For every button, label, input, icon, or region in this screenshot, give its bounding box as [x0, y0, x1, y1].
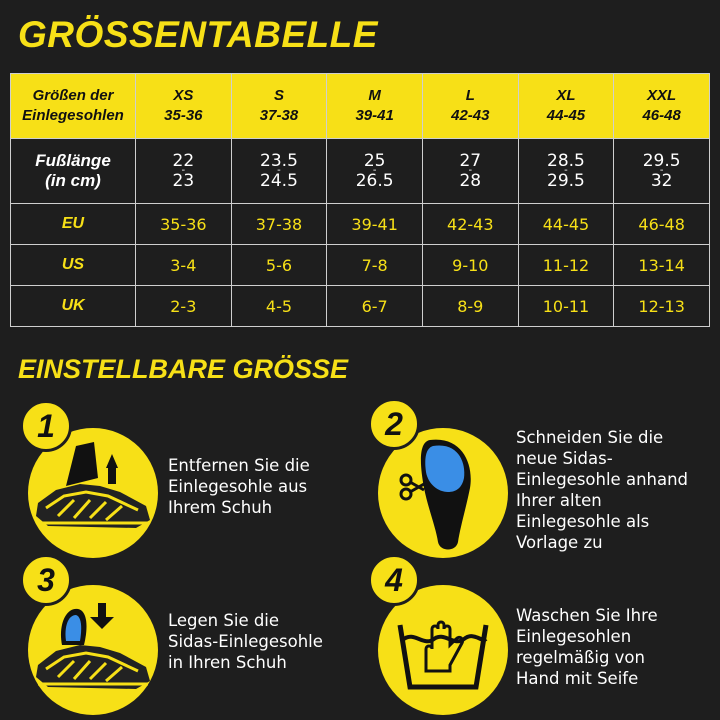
size-header-row: Größen der Einlegesohlen XS 35-36 S 37-38 M… [10, 73, 710, 139]
section-title: EINSTELLBARE GRÖSSE [18, 354, 349, 384]
uk-row: UK 2-3 4-5 6-7 8-9 10-11 12-13 [10, 285, 710, 327]
table-cell: 3-4 [135, 244, 232, 286]
table-cell: 2-3 [135, 285, 232, 327]
table-cell: 5-6 [230, 244, 328, 286]
foot-length-cell: 22-23 [135, 138, 232, 204]
table-cell: 35-36 [135, 203, 232, 245]
foot-length-cell: 25-26.5 [326, 138, 423, 204]
table-cell: 11-12 [517, 244, 615, 286]
us-row: US 3-4 5-6 7-8 9-10 11-12 13-14 [10, 244, 710, 286]
size-table: Größen der Einlegesohlen XS 35-36 S 37-38 M… [10, 73, 710, 327]
uk-label: UK [10, 285, 136, 327]
step-2-number: 2 [368, 398, 420, 450]
foot-length-cell: 27-28 [421, 138, 519, 204]
scissors-insole-icon [399, 439, 471, 550]
foot-length-cell: 23.5-24.5 [230, 138, 328, 204]
step-4-number: 4 [368, 554, 420, 606]
table-cell: 37-38 [230, 203, 328, 245]
table-cell: 12-13 [613, 285, 710, 327]
step-2-text: Schneiden Sie die neue Sidas- Einlegesohle… [516, 428, 689, 552]
foot-length-row: Fußlänge (in cm) 22-23 23.5-24.5 25-26.5 … [10, 138, 710, 204]
size-header-m: M 39-41 [326, 73, 423, 139]
table-cell: 42-43 [421, 203, 519, 245]
us-label: US [10, 244, 136, 286]
step-4-illustration-circle [378, 585, 508, 715]
size-header-s: S 37-38 [230, 73, 328, 139]
foot-length-cell: 29.5-32 [613, 138, 710, 204]
table-cell: 46-48 [613, 203, 710, 245]
table-cell: 44-45 [517, 203, 615, 245]
page-title: GRÖSSENTABELLE [18, 14, 378, 55]
table-cell: 39-41 [326, 203, 423, 245]
table-cell: 13-14 [613, 244, 710, 286]
step-3-text: Legen Sie die Sidas-Einlegesohle in Ihren … [168, 611, 323, 672]
eu-label: EU [10, 203, 136, 245]
step-1-text: Entfernen Sie die Einlegesohle aus Ihrem S… [168, 456, 310, 517]
table-cell: 7-8 [326, 244, 423, 286]
step-4-text: Waschen Sie Ihre Einlegesohlen regelmäßig … [516, 606, 658, 688]
eu-row: EU 35-36 37-38 39-41 42-43 44-45 46-48 [10, 203, 710, 245]
size-header-xxl: XXL 46-48 [613, 73, 710, 139]
shoe-remove-insole-icon [36, 442, 150, 528]
table-cell: 10-11 [517, 285, 615, 327]
table-cell: 4-5 [230, 285, 328, 327]
table-cell: 6-7 [326, 285, 423, 327]
step-3-number: 3 [20, 554, 72, 606]
foot-length-cell: 28.5-29.5 [517, 138, 615, 204]
step-1-number: 1 [20, 400, 72, 452]
shoe-insert-insole-icon [36, 603, 150, 689]
size-header-label: Größen der Einlegesohlen [10, 73, 136, 139]
table-cell: 8-9 [421, 285, 519, 327]
foot-length-label: Fußlänge (in cm) [10, 138, 136, 204]
size-header-xl: XL 44-45 [517, 73, 615, 139]
size-header-l: L 42-43 [421, 73, 519, 139]
table-cell: 9-10 [421, 244, 519, 286]
hand-wash-icon [397, 620, 489, 690]
size-header-xs: XS 35-36 [135, 73, 232, 139]
